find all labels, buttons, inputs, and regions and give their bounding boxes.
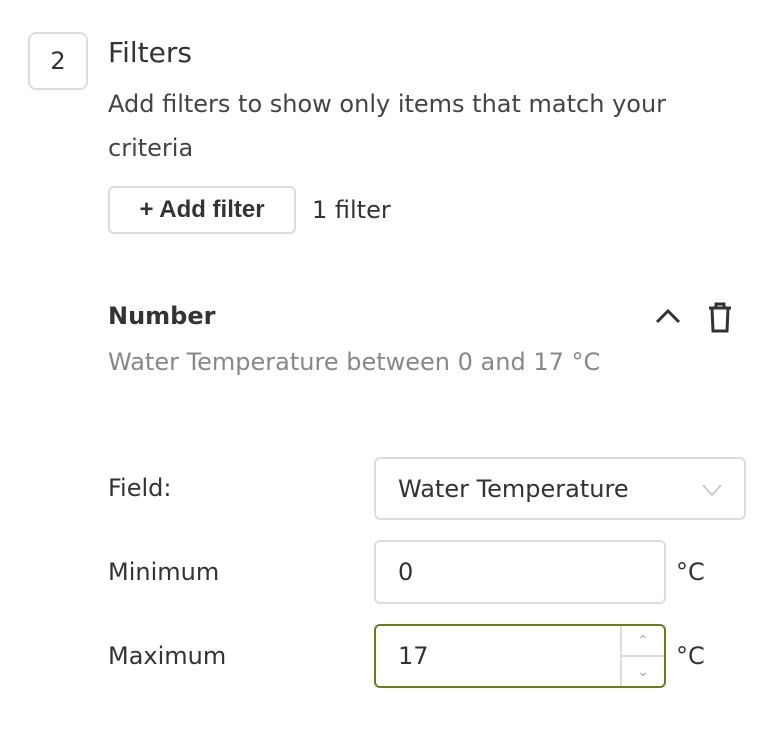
section-description: Add filters to show only items that matc…	[108, 90, 667, 162]
field-select[interactable]: Water Temperature	[374, 457, 746, 520]
step-number-badge: 2	[28, 32, 88, 90]
chevron-up-icon[interactable]	[654, 302, 682, 337]
minimum-unit: °C	[676, 558, 705, 586]
filter-count: 1 filter	[312, 196, 391, 224]
maximum-label: Maximum	[108, 642, 227, 670]
trash-icon[interactable]	[706, 302, 734, 341]
maximum-input[interactable]: 17 ⌃ ⌄	[374, 624, 666, 688]
section-title: Filters	[108, 36, 192, 69]
field-select-value: Water Temperature	[398, 474, 629, 503]
number-stepper[interactable]: ⌃ ⌄	[620, 626, 664, 686]
maximum-input-value: 17	[398, 642, 429, 670]
minimum-label: Minimum	[108, 558, 220, 586]
decrement-icon[interactable]: ⌄	[637, 663, 649, 680]
minimum-input-value: 0	[398, 558, 414, 586]
filter-type-heading: Number	[108, 302, 216, 330]
maximum-unit: °C	[676, 642, 705, 670]
field-label: Field:	[108, 474, 172, 502]
add-filter-button[interactable]: + Add filter	[108, 186, 296, 234]
increment-icon[interactable]: ⌃	[622, 626, 664, 657]
filter-summary: Water Temperature between 0 and 17 °C	[108, 348, 601, 376]
minimum-input[interactable]: 0	[374, 540, 666, 604]
chevron-down-icon	[702, 484, 722, 497]
